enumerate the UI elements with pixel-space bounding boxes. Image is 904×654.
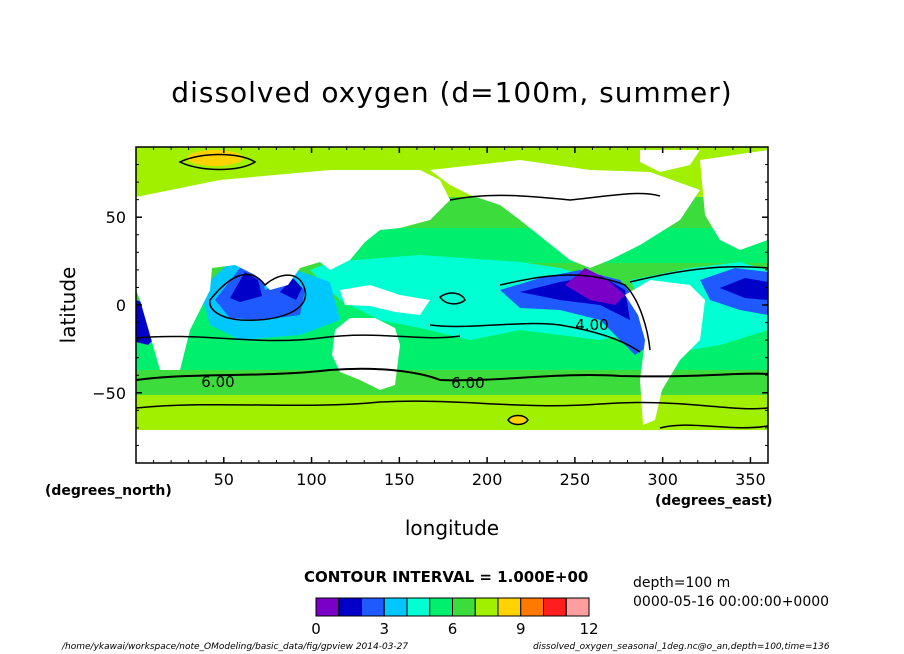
colorbar-tick-label: 9 — [516, 620, 526, 638]
x-unit-label: (degrees_east) — [655, 493, 773, 509]
depth-info: depth=100 m — [633, 575, 731, 591]
zone-patch — [187, 150, 243, 166]
land-europe — [136, 200, 200, 240]
x-tick-label: 250 — [560, 470, 591, 489]
colorbar-swatch — [406, 597, 431, 617]
colorbar-swatch — [315, 597, 340, 617]
contour-line — [449, 192, 661, 201]
contour-line — [135, 334, 461, 342]
x-tick-label: 350 — [735, 470, 766, 489]
contour-line — [429, 322, 641, 353]
colorbar-swatch — [383, 597, 408, 617]
land-north-atlantic — [700, 150, 768, 250]
chart-title: dissolved oxygen (d=100m, summer) — [171, 76, 733, 109]
axes: 50 100 150 200 250 300 350 50 0 −50 6.00 6.00 4.00 — [92, 147, 768, 489]
colorbar-swatch — [565, 597, 590, 617]
y-tick-label: 50 — [106, 208, 126, 227]
colorbar-swatch — [520, 597, 544, 617]
x-axis-label: longitude — [404, 516, 500, 540]
colorbar-swatch — [474, 597, 499, 617]
colorbar-swatch — [497, 597, 522, 617]
land-africa-eurasia — [136, 170, 450, 370]
y-unit-label: (degrees_north) — [45, 483, 172, 499]
zone-patch — [720, 278, 768, 300]
contour-interval-label: CONTOUR INTERVAL = 1.000E+00 — [304, 568, 589, 586]
colorbar-tick-label: 6 — [448, 620, 458, 638]
land-americas — [430, 160, 700, 268]
colorbar-swatch — [543, 597, 567, 617]
footer-path: /home/ykawai/workspace/note_OModeling/ba… — [62, 642, 409, 652]
time-info: 0000-05-16 00:00:00+0000 — [633, 594, 830, 610]
colorbar-swatch — [361, 597, 385, 617]
contour-line — [209, 273, 307, 321]
contour-line — [499, 274, 651, 351]
contour-label: 6.00 — [451, 374, 484, 392]
contour-line — [659, 424, 769, 429]
x-tick-label: 300 — [647, 470, 678, 489]
x-tick-label: 150 — [384, 470, 415, 489]
colorbar-swatch — [338, 597, 362, 617]
zone-band — [136, 395, 768, 430]
zone-patch — [230, 272, 262, 302]
x-tick-label: 200 — [472, 470, 503, 489]
colorbar-tick-label: 12 — [579, 620, 598, 638]
contour-label: 6.00 — [201, 373, 234, 391]
footer-source: dissolved_oxygen_seasonal_1deg.nc@o_an,d… — [533, 642, 830, 652]
land-south-america — [625, 280, 705, 425]
zone-patch — [510, 416, 526, 424]
y-axis-label: latitude — [56, 266, 80, 344]
colorbar-tick-label: 3 — [379, 620, 389, 638]
colorbar-swatch — [452, 597, 476, 617]
x-tick-label: 50 — [214, 470, 234, 489]
contour-line — [135, 400, 769, 410]
x-tick-label: 100 — [296, 470, 327, 489]
colorbar-tick-label: 0 — [311, 620, 321, 638]
colorbar-swatch — [429, 597, 453, 617]
zone-patch — [280, 278, 302, 300]
contour-line — [178, 153, 257, 171]
plot-area — [135, 146, 769, 464]
land-greenland — [640, 150, 700, 172]
colorbar: 0 3 6 9 12 — [311, 597, 599, 638]
contour-line — [438, 292, 466, 305]
y-tick-label: 0 — [116, 296, 126, 315]
y-tick-label: −50 — [92, 384, 126, 403]
land-antarctica — [136, 432, 768, 463]
contour-line — [629, 266, 769, 283]
contour-line — [135, 367, 769, 382]
land-maritime — [340, 285, 430, 315]
contour-line — [507, 414, 529, 426]
zone-patch — [565, 268, 625, 305]
contour-label: 4.00 — [575, 316, 608, 334]
